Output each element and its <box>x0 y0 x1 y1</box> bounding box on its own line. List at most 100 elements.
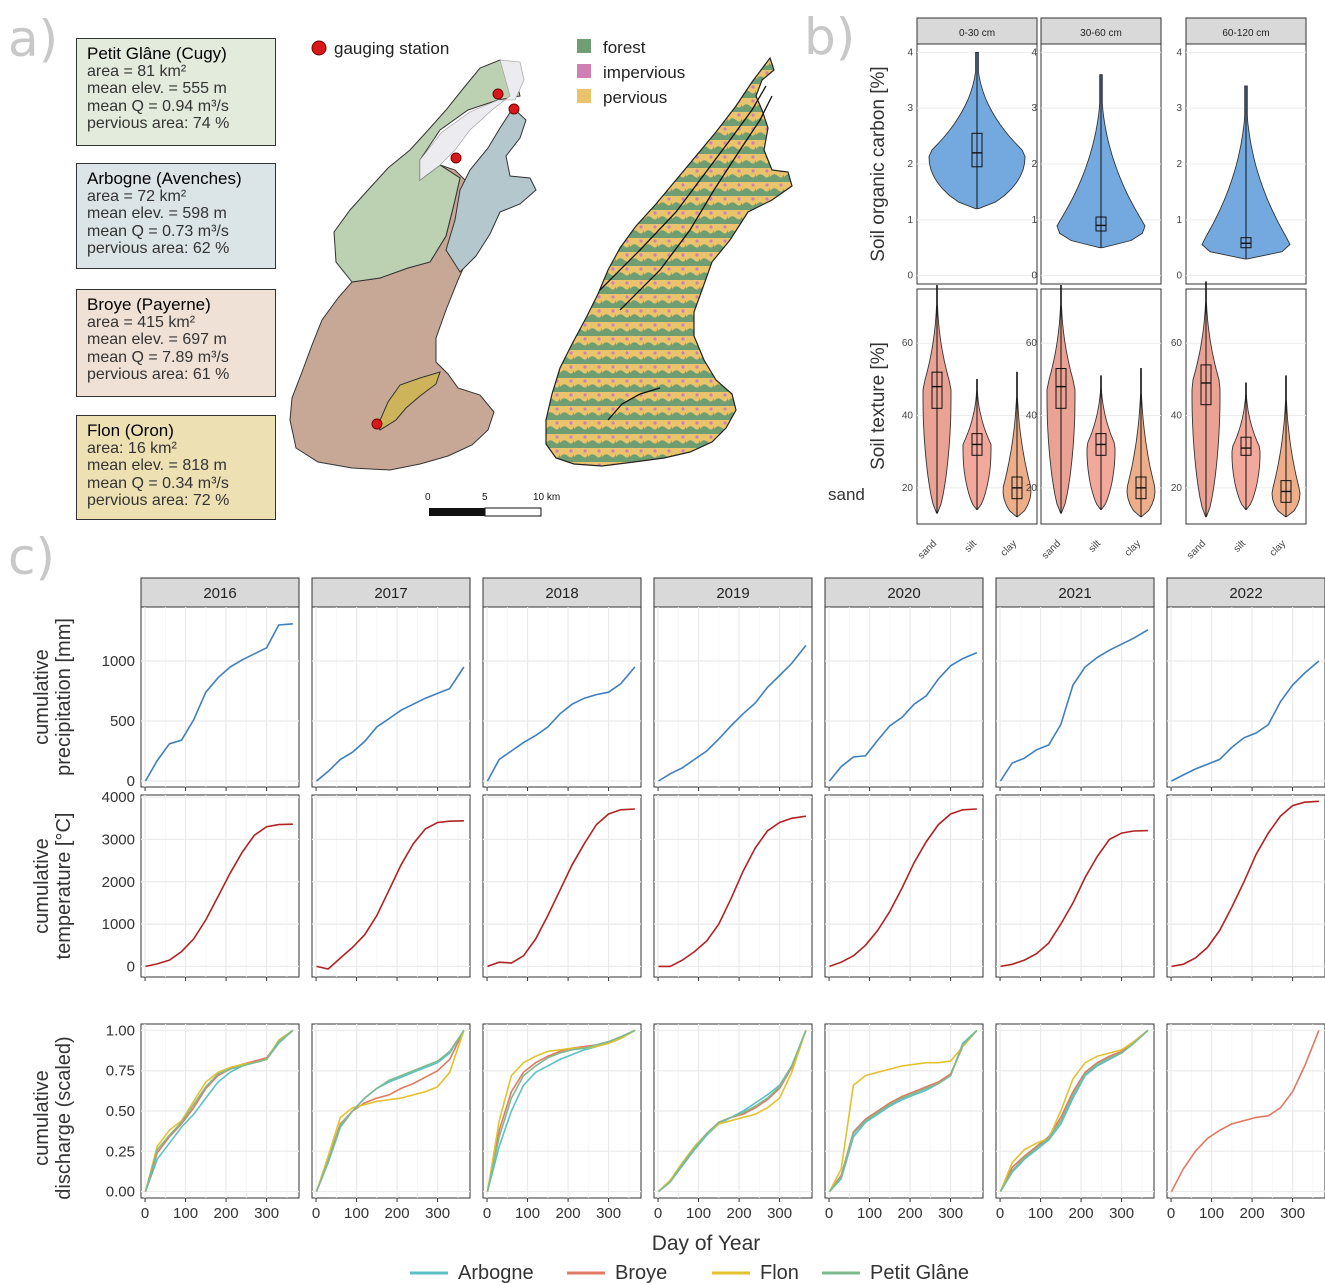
x-tick-label: 0 <box>825 1205 833 1222</box>
soc-tick-label: 3 <box>907 103 913 114</box>
catchment-discharge: mean Q = 0.34 m³/s <box>87 474 229 492</box>
x-tick-label: 0 <box>483 1205 491 1222</box>
texture-tick-label: 20 <box>1171 483 1183 494</box>
lake-area <box>419 59 525 181</box>
precipitation-tick-label: 0 <box>127 773 135 790</box>
catchment-area: area = 415 km² <box>87 313 196 331</box>
texture-2-silt-box <box>1240 436 1252 456</box>
x-tick-label: 0 <box>312 1205 320 1222</box>
gauging-station-marker <box>450 152 462 164</box>
x-tick-label: 300 <box>596 1205 621 1222</box>
catchment-elevation: mean elev. = 697 m <box>87 331 227 348</box>
catchment-area: area = 72 km² <box>87 187 187 205</box>
texture-1-sand-box <box>1055 368 1067 409</box>
facet-strip <box>916 17 1038 45</box>
texture-tick-label: 60 <box>1026 338 1038 349</box>
precipitation-line-2020 <box>828 651 978 782</box>
soc-tick-label: 2 <box>1176 159 1182 170</box>
x-tick-label: 200 <box>385 1205 410 1222</box>
x-tick-label: 200 <box>1240 1205 1265 1222</box>
year-strip-label: 2019 <box>716 585 749 602</box>
gauging-station-marker <box>371 418 383 430</box>
scale-tick-0: 0 <box>425 492 431 503</box>
x-tick-label: 0 <box>996 1205 1004 1222</box>
facet-strip-label: 60-120 cm <box>1222 28 1269 39</box>
discharge-line-2019-petit-glâne <box>657 1030 807 1193</box>
precipitation-tick-label: 500 <box>110 713 135 730</box>
x-tick-label: 0 <box>141 1205 149 1222</box>
soc-tick-label: 3 <box>1176 103 1182 114</box>
catchment-box-petit-glane: Petit Glâne (Cugy) area = 81 km² mean el… <box>76 38 276 146</box>
precipitation-axis-title: cumulative <box>31 649 53 745</box>
scale-bar-white <box>484 507 542 517</box>
temperature-axis-title: temperature [°C] <box>53 813 75 960</box>
soc-tick-label: 4 <box>1176 47 1182 58</box>
legend-label-arbogne: Arbogne <box>458 1262 534 1283</box>
year-strip-label: 2016 <box>203 585 236 602</box>
discharge-tick-label: 0.00 <box>106 1184 135 1201</box>
x-tick-label: 200 <box>556 1205 581 1222</box>
soc-tick-label: 4 <box>1031 47 1037 58</box>
catchment-boundary <box>619 95 773 311</box>
gauging-station-marker <box>492 88 504 100</box>
temperature-line-2022 <box>1171 800 1319 968</box>
temperature-line-2021 <box>1000 829 1148 968</box>
discharge-line-2017-flon <box>315 1030 465 1192</box>
soc-tick-label: 1 <box>907 215 913 226</box>
x-tick-label: 200 <box>214 1205 239 1222</box>
catchment-title: Petit Glâne (Cugy) <box>87 44 227 63</box>
texture-category-label: sand <box>1040 538 1063 561</box>
temperature-tick-label: 0 <box>127 958 135 975</box>
year-strip-label: 2018 <box>545 585 578 602</box>
x-tick-label: 200 <box>898 1205 923 1222</box>
catchment-box-arbogne: Arbogne (Avenches) area = 72 km² mean el… <box>76 163 276 269</box>
pervious-legend-label: pervious <box>603 88 667 107</box>
facet-panel-frame <box>653 794 813 978</box>
discharge-line-2021-flon <box>999 1029 1149 1192</box>
gauging-station-legend-label: gauging station <box>334 39 449 58</box>
discharge-line-2017-broye <box>315 1030 465 1192</box>
flon-catchment-area <box>377 371 441 431</box>
discharge-line-2022-broye <box>1170 1030 1320 1192</box>
catchment-discharge: mean Q = 0.73 m³/s <box>87 222 229 240</box>
x-tick-label: 100 <box>344 1205 369 1222</box>
texture-category-label: sand <box>916 538 939 561</box>
temperature-tick-label: 3000 <box>102 831 135 848</box>
precipitation-line-2016 <box>144 623 293 782</box>
temperature-line-2019 <box>658 815 807 968</box>
facet-panel-frame <box>824 794 984 978</box>
x-tick-label: 0 <box>654 1205 662 1222</box>
texture-category-label: silt <box>1232 538 1249 555</box>
catchment-elevation: mean elev. = 555 m <box>87 80 227 97</box>
catchment-boundary <box>599 85 767 291</box>
temperature-line-2016 <box>145 823 293 968</box>
texture-category-label: sand <box>1185 538 1208 561</box>
texture-tick-label: 40 <box>902 411 914 422</box>
discharge-line-2020-flon <box>828 1029 978 1192</box>
soc-1-box <box>1095 216 1107 232</box>
catchment-box-flon: Flon (Oron) area: 16 km² mean elev. = 81… <box>76 415 276 520</box>
discharge-tick-label: 1.00 <box>106 1022 135 1039</box>
year-strip-label: 2022 <box>1229 585 1262 602</box>
legend-label-petit-glâne: Petit Glâne <box>870 1262 969 1283</box>
temperature-axis-title: cumulative <box>31 838 53 934</box>
catchment-discharge: mean Q = 7.89 m³/s <box>87 348 229 366</box>
discharge-line-2020-petit-glâne <box>828 1029 978 1193</box>
x-tick-label: 100 <box>857 1205 882 1222</box>
catchment-pervious: pervious area: 74 % <box>87 115 230 132</box>
soc-tick-label: 0 <box>1031 271 1037 282</box>
discharge-line-2016-broye <box>144 1029 294 1192</box>
precipitation-line-2021 <box>999 629 1149 782</box>
discharge-tick-label: 0.25 <box>106 1143 135 1160</box>
panel-label-a: a) <box>8 10 59 68</box>
x-tick-label: 100 <box>686 1205 711 1222</box>
temperature-line-2018 <box>487 808 635 968</box>
landcover-area <box>545 56 793 467</box>
temperature-tick-label: 2000 <box>102 874 135 891</box>
year-strip <box>653 577 813 608</box>
texture-tick-label: 60 <box>902 338 914 349</box>
scale-tick-5: 5 <box>482 492 488 503</box>
catchment-box-broye: Broye (Payerne) area = 415 km² mean elev… <box>76 289 276 397</box>
landcover-map: forest impervious pervious <box>545 38 793 467</box>
